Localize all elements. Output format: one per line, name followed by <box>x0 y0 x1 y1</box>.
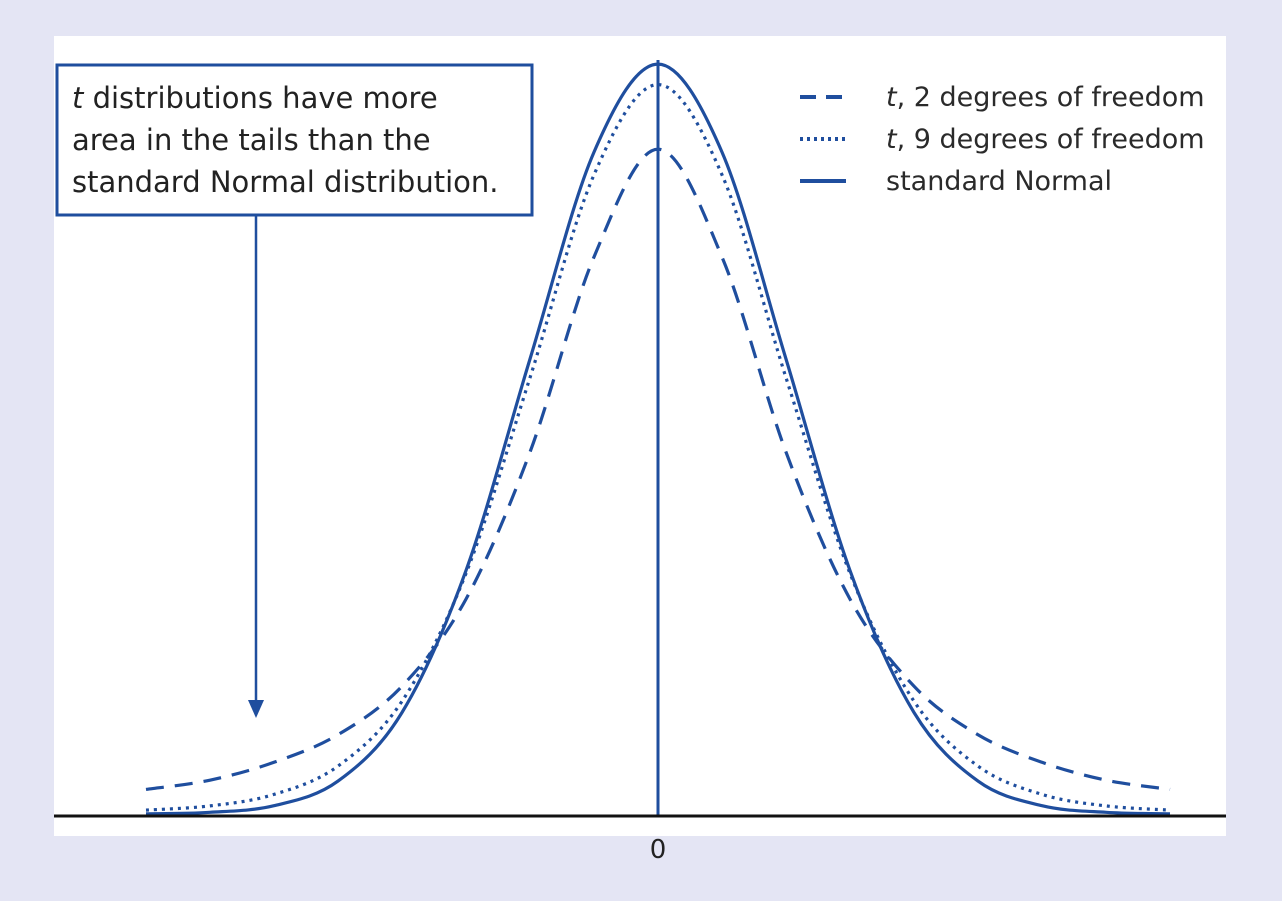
callout-line-1: t distributions have more <box>72 81 438 115</box>
legend-label-t2: t, 2 degrees of freedom <box>886 82 1205 113</box>
legend-label-normal: standard Normal <box>886 166 1112 197</box>
callout: t distributions have more area in the ta… <box>55 63 534 718</box>
x-tick-label-0: 0 <box>650 835 667 865</box>
callout-line-3: standard Normal distribution. <box>72 165 498 199</box>
callout-line-2: area in the tails than the <box>72 123 431 157</box>
legend: t, 2 degrees of freedom t, 9 degrees of … <box>800 82 1205 197</box>
curve-t-9-degrees-of-freedom <box>145 82 1171 812</box>
legend-label-t9: t, 9 degrees of freedom <box>886 124 1205 155</box>
callout-box <box>55 63 534 217</box>
callout-arrow-head <box>248 700 264 718</box>
